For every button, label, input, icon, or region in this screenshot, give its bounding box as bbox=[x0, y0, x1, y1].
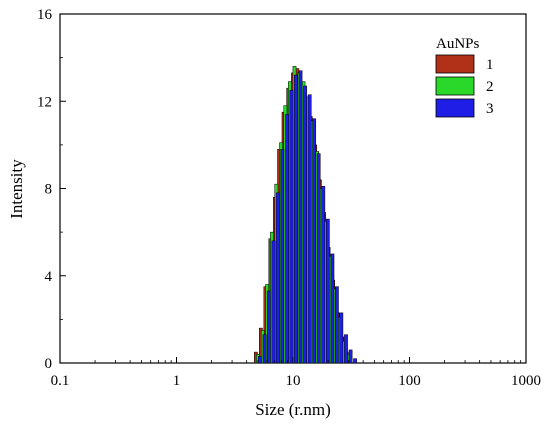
bar-series-3-17 bbox=[335, 286, 339, 364]
legend-swatch-3 bbox=[435, 98, 475, 118]
bar-series-3-4 bbox=[275, 192, 280, 364]
bar-series-3-8 bbox=[294, 74, 298, 364]
legend-label-2: 2 bbox=[486, 79, 494, 95]
bar-series-3-21 bbox=[353, 358, 357, 364]
bar-series-3-2 bbox=[266, 290, 271, 364]
x-tick-label-3: 100 bbox=[398, 373, 421, 389]
bar-series-3-5 bbox=[280, 148, 285, 364]
bar-series-3-9 bbox=[298, 70, 303, 364]
series-3-bars bbox=[258, 70, 357, 364]
y-axis-title: Intensity bbox=[7, 159, 26, 219]
x-tick-label-2: 10 bbox=[286, 373, 301, 389]
legend-label-3: 3 bbox=[486, 101, 494, 117]
legend-swatch-1 bbox=[435, 54, 475, 74]
bars-layer bbox=[254, 66, 357, 364]
legend-title: AuNPs bbox=[436, 36, 480, 52]
bar-series-3-6 bbox=[285, 114, 289, 364]
y-tick-label-3: 12 bbox=[37, 94, 52, 110]
legend-items: 1 2 3 bbox=[435, 54, 494, 118]
x-tick-label-1: 1 bbox=[173, 373, 181, 389]
bar-series-3-19 bbox=[344, 334, 348, 364]
bar-series-3-11 bbox=[307, 94, 312, 364]
y-tick-label-4: 16 bbox=[37, 7, 53, 23]
x-tick-label-0: 0.1 bbox=[51, 373, 70, 389]
bar-series-3-13 bbox=[316, 153, 321, 364]
bar-series-3-7 bbox=[289, 90, 294, 364]
x-axis-title: Size (r.nm) bbox=[255, 400, 331, 419]
legend-label-1: 1 bbox=[486, 57, 494, 73]
legend-swatch-2 bbox=[435, 76, 475, 96]
legend: AuNPs 1 2 3 bbox=[435, 36, 494, 118]
bar-series-3-15 bbox=[325, 218, 330, 364]
y-tick-label-1: 4 bbox=[45, 269, 53, 285]
bar-series-3-1 bbox=[262, 334, 267, 364]
bar-series-3-20 bbox=[348, 349, 353, 364]
bar-series-3-14 bbox=[321, 186, 326, 364]
bar-series-3-12 bbox=[312, 118, 317, 364]
x-tick-label-4: 1000 bbox=[511, 373, 541, 389]
bar-series-3-0 bbox=[258, 356, 262, 364]
y-tick-label-0: 0 bbox=[45, 356, 53, 372]
bar-series-3-16 bbox=[330, 253, 335, 364]
bar-series-3-10 bbox=[303, 85, 307, 364]
bar-series-3-18 bbox=[339, 312, 344, 364]
y-tick-label-2: 8 bbox=[45, 182, 53, 198]
bar-series-3-3 bbox=[271, 240, 276, 364]
